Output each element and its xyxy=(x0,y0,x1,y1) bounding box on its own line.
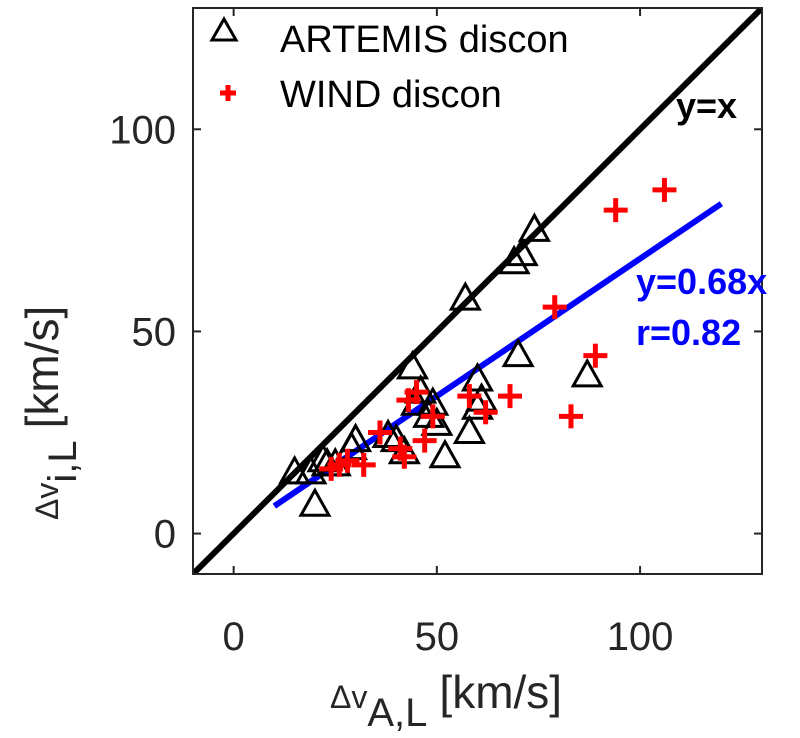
wind-point xyxy=(457,384,482,409)
y-axis-label: Δvi,L [km/s] xyxy=(16,306,85,520)
identity-line-label: y=x xyxy=(676,85,737,126)
x-axis-label-unit: [km/s] xyxy=(439,666,562,718)
artemis-point xyxy=(448,281,482,311)
wind-point xyxy=(392,444,417,469)
artemis-point xyxy=(497,244,531,275)
artemis-point xyxy=(501,337,535,368)
wind-point xyxy=(603,198,628,223)
y-axis-label-sub: i,L xyxy=(41,440,85,482)
x-tick-label: 0 xyxy=(223,615,245,659)
data-points xyxy=(278,177,677,517)
x-axis-label-sub: A,L xyxy=(367,691,427,735)
wind-point xyxy=(404,380,429,405)
wind-point xyxy=(558,404,583,429)
wind-point xyxy=(351,452,376,477)
artemis-point xyxy=(339,422,373,453)
y-tick-label: 0 xyxy=(154,513,176,557)
legend-label-wind: WIND discon xyxy=(280,74,502,116)
artemis-point xyxy=(298,487,332,517)
wind-point xyxy=(498,384,523,409)
y-tick-label: 100 xyxy=(109,108,176,152)
identity-line xyxy=(193,8,762,574)
legend-label-artemis: ARTEMIS discon xyxy=(280,19,569,61)
artemis-point xyxy=(452,414,486,444)
artemis-point xyxy=(505,236,539,267)
y-axis-label-main: Δv xyxy=(29,483,65,520)
artemis-point xyxy=(570,357,604,388)
correlation-label: r=0.82 xyxy=(636,312,741,353)
legend-triangle-marker xyxy=(209,15,239,42)
artemis-point xyxy=(420,406,454,436)
wind-point xyxy=(542,295,567,320)
y-tick-label: 50 xyxy=(132,310,177,354)
artemis-point xyxy=(428,438,462,469)
x-axis-label-main: Δv xyxy=(330,679,367,715)
wind-point xyxy=(412,428,437,453)
wind-point xyxy=(367,420,392,445)
wind-point xyxy=(335,448,360,473)
legend: ARTEMIS discon WIND discon xyxy=(209,15,569,116)
wind-point xyxy=(583,343,608,368)
x-tick-label: 50 xyxy=(415,615,460,659)
wind-point xyxy=(652,177,677,202)
wind-point xyxy=(420,404,445,429)
x-tick-label: 100 xyxy=(607,615,674,659)
artemis-point xyxy=(517,212,551,242)
y-axis-label-unit: [km/s] xyxy=(16,306,68,429)
wind-point xyxy=(473,400,498,425)
axis-ticks: 0 50 100 0 50 100 xyxy=(109,8,762,659)
plot-frame xyxy=(192,7,763,575)
artemis-point xyxy=(395,349,430,380)
artemis-point xyxy=(278,454,312,485)
x-axis-label: ΔvA,L [km/s] xyxy=(330,666,562,735)
fit-line-label: y=0.68x xyxy=(636,261,767,302)
legend-plus-marker xyxy=(220,85,236,101)
